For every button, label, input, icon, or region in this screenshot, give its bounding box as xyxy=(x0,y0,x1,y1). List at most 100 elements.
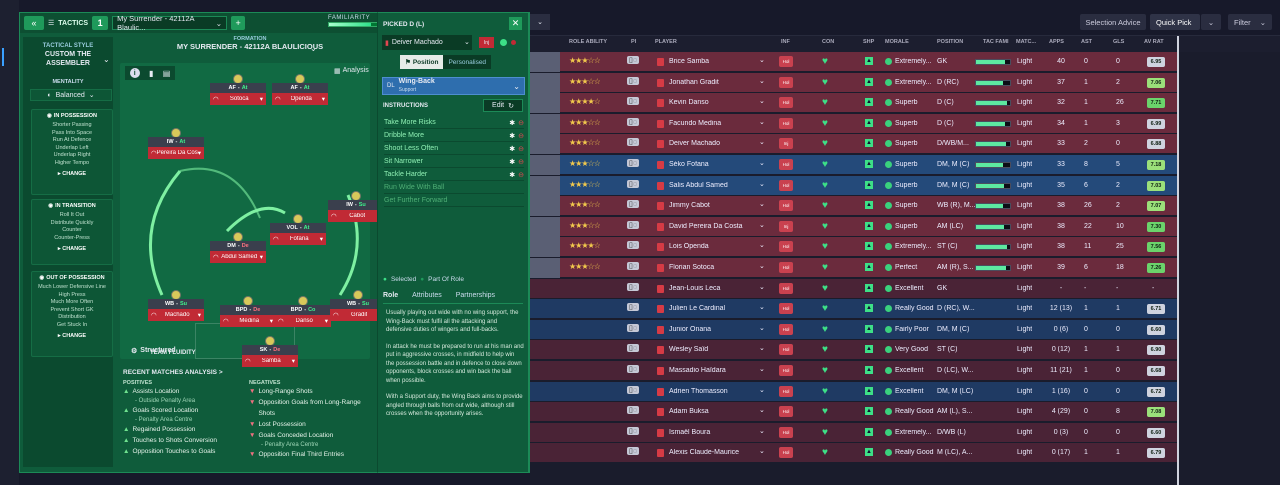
tactic-slot-number[interactable]: 1 xyxy=(92,16,109,30)
player-instructions-icon[interactable]: ▯◌ xyxy=(627,241,640,250)
mentality-select[interactable]: ◐ Balanced ⌄ xyxy=(30,89,112,101)
player-name-bar[interactable]: ◠ Medina ▾ xyxy=(220,315,276,327)
chevron-down-icon[interactable]: ⌄ xyxy=(759,98,765,106)
player-role[interactable]: SK - De xyxy=(242,345,298,355)
player-role[interactable]: VOL - At xyxy=(270,223,326,233)
player-name[interactable]: Facundo Medina xyxy=(669,119,722,127)
table-row[interactable]: ▯◌ Adam Buksa ⌄ Hol ♥ ▲ Really Good AM (L), S..… xyxy=(530,402,1178,423)
settings-icon[interactable]: ✱ xyxy=(509,132,516,140)
player-card[interactable]: DM - De ◠ Abdul Samed ▾ xyxy=(210,241,266,263)
player-card[interactable]: VOL - At ◠ Fofana ▾ xyxy=(270,223,326,245)
chevron-down-icon[interactable]: ⌄ xyxy=(464,39,470,46)
table-row[interactable]: ★★★★☆ ▯◌ Lois Openda ⌄ Hol ♥ ▲ Extremely... ST (… xyxy=(530,237,1178,258)
table-row[interactable]: ★★★☆☆ ▯◌ Florian Sotoca ⌄ Hol ♥ ▲ Perfect AM (R)… xyxy=(530,258,1178,278)
player-name[interactable]: Salis Abdul Samed xyxy=(669,181,728,189)
col-ast[interactable]: AST xyxy=(1081,39,1092,45)
player-instructions-icon[interactable]: ▯◌ xyxy=(627,76,640,85)
player-name[interactable]: Kevin Danso xyxy=(669,99,709,107)
in-possession-change-button[interactable]: ▸ CHANGE xyxy=(57,171,87,177)
player-instructions-icon[interactable]: ▯◌ xyxy=(627,282,640,291)
player-role[interactable]: WB - Su xyxy=(148,299,204,309)
table-row[interactable]: ★★★☆☆ ▯◌ Séko Fofana ⌄ Hol ♥ ▲ Superb DM, M (C) L… xyxy=(530,155,1178,175)
analysis-title[interactable]: RECENT MATCHES ANALYSIS > xyxy=(123,369,223,376)
formation-name[interactable]: MY SURRENDER - 42112A BLAULICIOUS xyxy=(176,42,324,51)
instruction-row[interactable]: Shoot Less Often ✱ ⊖ xyxy=(384,143,524,155)
chevron-down-icon[interactable]: ⌄ xyxy=(759,448,765,456)
player-select[interactable]: ▮ Deiver Machado xyxy=(382,35,472,50)
remove-icon[interactable]: ⊖ xyxy=(518,132,524,140)
player-instructions-icon[interactable]: ▯◌ xyxy=(627,426,640,435)
chevron-down-icon[interactable]: ⌄ xyxy=(759,118,765,126)
player-name-bar[interactable]: ◠ Openda ▾ xyxy=(272,93,328,105)
instruction-row[interactable]: Sit Narrower ✱ ⊖ xyxy=(384,156,524,168)
table-row[interactable]: ★★★★☆ ▯◌ Kevin Danso ⌄ Hol ♥ ▲ Superb D (C) Light… xyxy=(530,93,1178,114)
in-transition-change-button[interactable]: ▸ CHANGE xyxy=(57,246,87,252)
col-shp[interactable]: SHP xyxy=(863,39,875,45)
remove-icon[interactable]: ⊖ xyxy=(518,145,524,153)
tab-position[interactable]: ⚑ Position xyxy=(400,55,444,69)
player-name[interactable]: Jean-Louis Leca xyxy=(669,284,721,292)
col-position[interactable]: POSITION xyxy=(937,39,964,45)
chevron-down-icon[interactable]: ⌄ xyxy=(759,304,765,312)
settings-icon[interactable]: ✱ xyxy=(509,119,516,127)
analysis-button[interactable]: ▦ Analysis xyxy=(334,67,369,75)
view-toggle[interactable]: i ▮ ▤ xyxy=(125,66,175,80)
player-instructions-icon[interactable]: ▯◌ xyxy=(627,138,640,147)
player-name[interactable]: David Pereira Da Costa xyxy=(669,222,743,230)
player-name[interactable]: Wesley Saïd xyxy=(669,346,709,354)
instruction-row[interactable]: Take More Risks ✱ ⊖ xyxy=(384,117,524,129)
attributes-icon[interactable]: ▤ xyxy=(162,68,171,78)
player-instructions-icon[interactable]: ▯◌ xyxy=(627,200,640,209)
quick-pick-button[interactable]: Quick Pick xyxy=(1150,14,1200,30)
table-row[interactable]: ★★★☆☆ ▯◌ Deiver Machado ⌄ Inj ♥ ▲ Superb D/WB/M.… xyxy=(530,134,1178,155)
player-instructions-icon[interactable]: ▯◌ xyxy=(627,406,640,415)
edit-button[interactable]: Edit ↻ xyxy=(483,99,523,112)
tab-role[interactable]: Role xyxy=(383,292,399,299)
table-row[interactable]: ▯◌ Jean-Louis Leca ⌄ Hol ♥ ▲ Excellent GK Light -… xyxy=(530,278,1178,299)
player-name[interactable]: Florian Sotoca xyxy=(669,264,715,271)
player-card[interactable]: AF - At ◠ Sotoca ▾ xyxy=(210,83,266,105)
chevron-down-icon[interactable]: ⌄ xyxy=(759,407,765,415)
player-name[interactable]: Julien Le Cardinal xyxy=(669,305,726,313)
chevron-down-icon[interactable]: ⌄ xyxy=(759,160,765,167)
tab-partnerships[interactable]: Partnerships xyxy=(455,292,496,299)
player-name-bar[interactable]: ◠ Fofana ▾ xyxy=(270,233,326,245)
player-name[interactable]: Alexis Claude-Maurice xyxy=(669,449,740,457)
player-name[interactable]: Jonathan Gradit xyxy=(669,78,719,86)
chevron-down-icon[interactable]: ⌄ xyxy=(759,139,765,147)
role-select[interactable]: DL Wing-Back Support ⌄ xyxy=(382,77,525,95)
player-name[interactable]: Massadio Haïdara xyxy=(669,367,726,374)
remove-icon[interactable]: ⊖ xyxy=(518,119,524,127)
chevron-down-icon[interactable]: ⌄ xyxy=(759,242,765,250)
player-instructions-icon[interactable]: ▯◌ xyxy=(627,179,640,188)
col-tac-fami[interactable]: TAC FAMI xyxy=(983,39,1009,45)
table-row[interactable]: ★★★☆☆ ▯◌ Brice Samba ⌄ Hol ♥ ▲ Extremely... GK Li… xyxy=(530,52,1178,72)
tab-attributes[interactable]: Attributes xyxy=(412,292,442,299)
tactical-style-name[interactable]: CUSTOM THE ASSEMBLER xyxy=(44,51,92,67)
player-instructions-icon[interactable]: ▯◌ xyxy=(627,97,640,106)
table-row[interactable]: ▯◌ Massadio Haïdara ⌄ Hol ♥ ▲ Excellent D (LC),… xyxy=(530,361,1178,381)
col-morale[interactable]: MORALE xyxy=(885,39,909,45)
col-pi[interactable]: PI xyxy=(631,39,637,45)
table-row[interactable]: ★★★☆☆ ▯◌ Jimmy Cabot ⌄ Hol ♥ ▲ Superb WB (R), M.… xyxy=(530,196,1178,217)
player-card[interactable]: BPD - De ◠ Medina ▾ xyxy=(220,305,276,327)
add-tactic-button[interactable]: + xyxy=(231,16,246,30)
player-name-bar[interactable]: ◠ Abdul Samed ▾ xyxy=(210,251,266,263)
table-row[interactable]: ★★★☆☆ ▯◌ Jonathan Gradit ⌄ Hol ♥ ▲ Extremely...… xyxy=(530,72,1178,93)
quick-pick-chevron[interactable]: ⌄ xyxy=(1201,14,1221,30)
table-row[interactable]: ★★★☆☆ ▯◌ David Pereira Da Costa ⌄ Inj ♥ ▲ Super… xyxy=(530,216,1178,237)
player-instructions-icon[interactable]: ▯◌ xyxy=(627,117,640,126)
settings-icon[interactable]: ✱ xyxy=(509,158,516,166)
selection-advice-button[interactable]: Selection Advice xyxy=(1080,14,1146,30)
table-row[interactable]: ▯◌ Ismaël Boura ⌄ Hol ♥ ▲ Extremely... D/WB (L)… xyxy=(530,422,1178,443)
stats-icon[interactable]: ▮ xyxy=(149,68,154,78)
player-name[interactable]: Jimmy Cabot xyxy=(669,202,710,210)
player-name[interactable]: Junior Onana xyxy=(669,325,712,333)
player-instructions-icon[interactable]: ▯◌ xyxy=(627,447,640,456)
player-card[interactable]: IW - Su◠Cabot▾ xyxy=(328,200,384,222)
player-role[interactable]: WB - Su xyxy=(330,299,386,309)
filter-button[interactable]: Filter ⌄ xyxy=(1228,14,1272,30)
out-of-possession-change-button[interactable]: ▸ CHANGE xyxy=(57,333,87,339)
chevron-down-icon[interactable]: ⌄ xyxy=(759,263,765,270)
remove-icon[interactable]: ⊖ xyxy=(518,158,524,166)
